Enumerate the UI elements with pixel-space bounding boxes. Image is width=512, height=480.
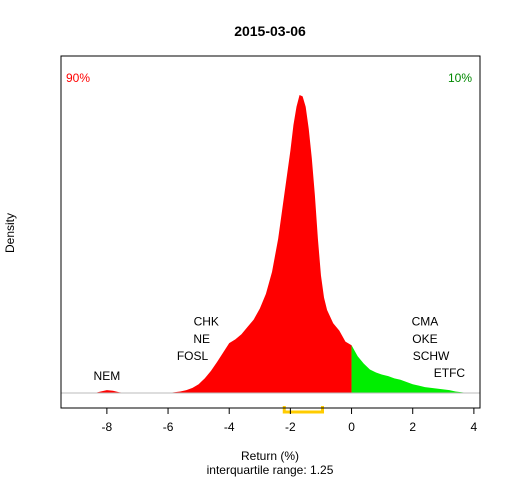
- x-tick-label-4: 0: [348, 420, 355, 434]
- annotation-ne: NE: [193, 332, 210, 346]
- iqr-caption: interquartile range: 1.25: [207, 463, 334, 477]
- annotation-etfc: ETFC: [434, 366, 466, 380]
- density-area-positive: [351, 345, 468, 393]
- y-axis-label: Density: [3, 213, 17, 253]
- density-area-negative: [94, 94, 352, 393]
- x-tick-label-1: -6: [163, 420, 174, 434]
- annotation-fosl: FOSL: [177, 349, 209, 363]
- iqr-bracket: [282, 406, 324, 414]
- x-tick-label-3: -2: [285, 420, 296, 434]
- annotations: NEM FOSL NE CHK CMA OKE SCHW ETFC: [94, 314, 466, 382]
- chart-title: 2015-03-06: [234, 23, 306, 39]
- x-axis: -8 -6 -4 -2 0 2 4: [102, 408, 478, 434]
- x-tick-label-6: 4: [471, 420, 478, 434]
- annotation-cma: CMA: [412, 314, 439, 328]
- x-tick-label-2: -4: [224, 420, 235, 434]
- annotation-nem: NEM: [94, 369, 121, 383]
- right-share-label: 10%: [448, 71, 472, 85]
- x-axis-label: Return (%): [241, 449, 299, 463]
- plot-frame: [60, 55, 481, 409]
- left-share-label: 90%: [66, 71, 90, 85]
- annotation-oke: OKE: [412, 332, 437, 346]
- annotation-chk: CHK: [194, 314, 219, 328]
- x-tick-label-5: 2: [409, 420, 416, 434]
- annotation-schw: SCHW: [413, 349, 450, 363]
- x-tick-label-0: -8: [102, 420, 113, 434]
